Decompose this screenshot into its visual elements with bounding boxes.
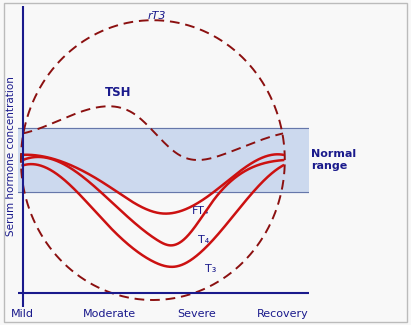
Text: Normal
range: Normal range [311,149,356,171]
Y-axis label: Serum hormone concentration: Serum hormone concentration [6,76,16,236]
Text: T₄: T₄ [198,235,209,245]
Text: FT₄: FT₄ [192,206,209,216]
Text: TSH: TSH [105,86,132,99]
Bar [18,128,309,192]
Text: rT3: rT3 [148,11,166,21]
Text: T₃: T₃ [205,264,216,274]
